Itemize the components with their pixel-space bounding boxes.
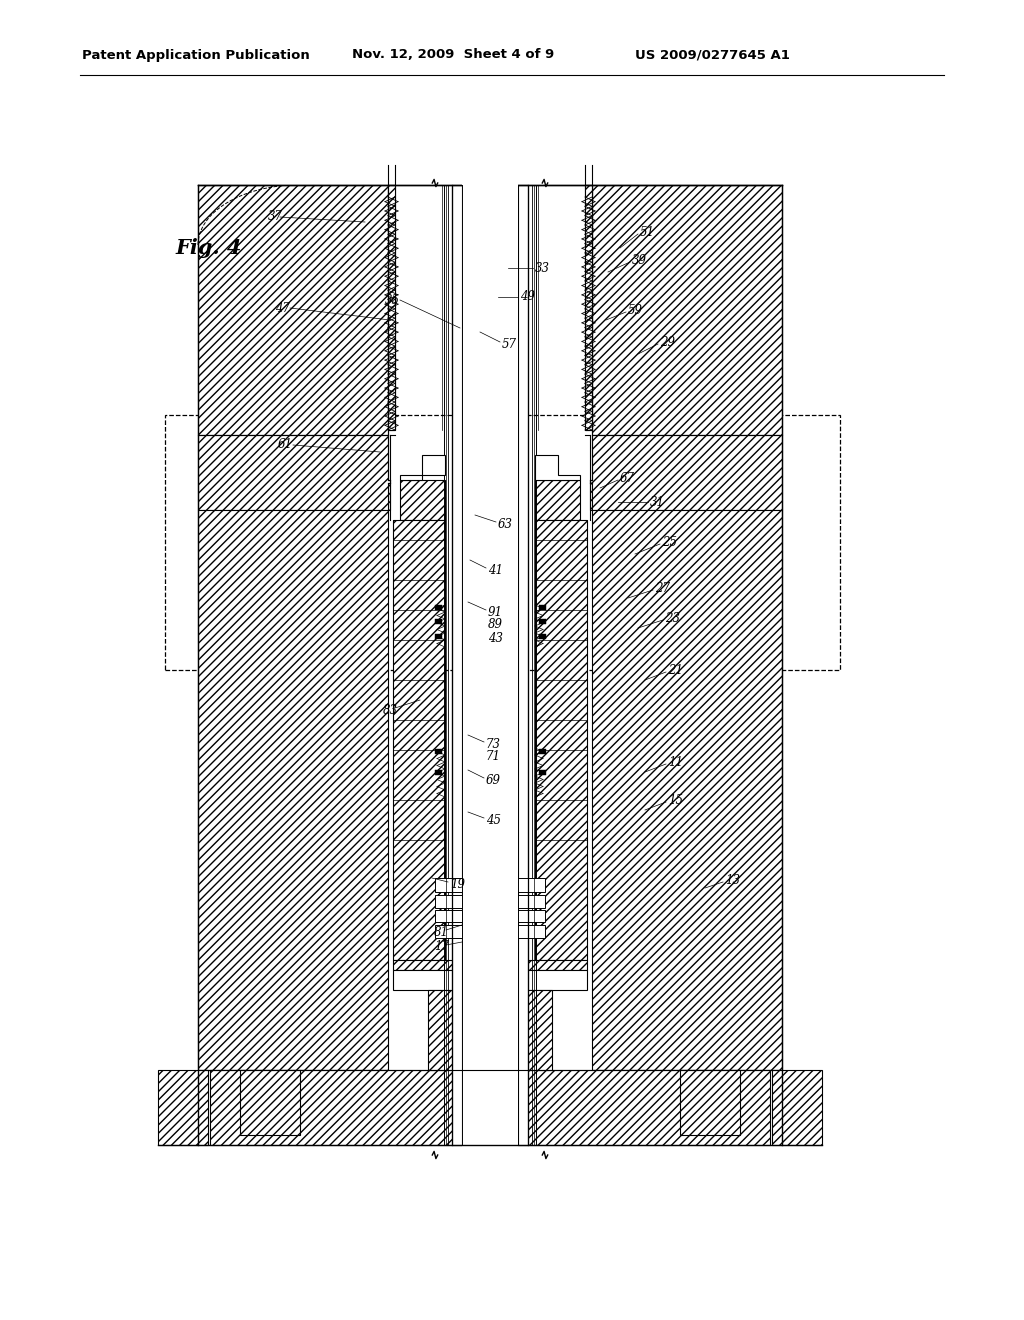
Bar	[539, 634, 546, 639]
Polygon shape	[198, 436, 390, 510]
Text: 45: 45	[486, 813, 501, 826]
Text: Patent Application Publication: Patent Application Publication	[82, 49, 309, 62]
Text: 71: 71	[486, 751, 501, 763]
Text: 25: 25	[662, 536, 677, 549]
Text: 11: 11	[668, 755, 683, 768]
Bar	[435, 605, 442, 610]
Text: Fig. 4: Fig. 4	[175, 238, 242, 257]
Polygon shape	[535, 455, 580, 480]
Text: 61: 61	[278, 438, 293, 451]
Polygon shape	[585, 185, 592, 430]
Text: 41: 41	[488, 564, 503, 577]
Polygon shape	[435, 878, 545, 892]
Bar	[435, 748, 442, 754]
Polygon shape	[393, 520, 445, 960]
Polygon shape	[772, 1071, 822, 1144]
Polygon shape	[592, 510, 782, 1071]
Polygon shape	[585, 185, 592, 430]
Polygon shape	[240, 1071, 300, 1135]
Polygon shape	[435, 895, 545, 908]
Polygon shape	[158, 1071, 208, 1144]
Polygon shape	[428, 990, 552, 1071]
Bar	[539, 770, 546, 775]
Text: 13: 13	[725, 874, 740, 887]
Text: 89: 89	[488, 619, 503, 631]
Text: 59: 59	[628, 304, 643, 317]
Bar	[435, 770, 442, 775]
Text: 21: 21	[668, 664, 683, 676]
Polygon shape	[535, 480, 580, 520]
Text: 39: 39	[632, 253, 647, 267]
Polygon shape	[400, 480, 445, 520]
Bar	[462, 183, 518, 1155]
Text: 49: 49	[520, 290, 535, 304]
Text: 57: 57	[502, 338, 517, 351]
Bar	[435, 634, 442, 639]
Bar	[435, 619, 442, 624]
Text: 23: 23	[665, 611, 680, 624]
Text: Nov. 12, 2009  Sheet 4 of 9: Nov. 12, 2009 Sheet 4 of 9	[352, 49, 554, 62]
Bar	[462, 183, 518, 1155]
Text: 33: 33	[535, 261, 550, 275]
Text: 37: 37	[268, 210, 283, 223]
Bar	[518, 185, 528, 1144]
Bar	[539, 605, 546, 610]
Text: 51: 51	[640, 226, 655, 239]
Text: 17: 17	[434, 940, 449, 953]
Bar	[165, 414, 840, 671]
Text: 43: 43	[488, 631, 503, 644]
Bar	[539, 748, 546, 754]
Text: 73: 73	[486, 738, 501, 751]
Text: 81: 81	[434, 925, 449, 939]
Polygon shape	[400, 455, 445, 480]
Polygon shape	[680, 1071, 740, 1135]
Text: 67: 67	[620, 471, 635, 484]
Text: 35: 35	[385, 293, 400, 306]
Text: 29: 29	[660, 335, 675, 348]
Bar	[539, 619, 546, 624]
Text: 63: 63	[498, 517, 513, 531]
Text: 15: 15	[668, 793, 683, 807]
Polygon shape	[198, 185, 388, 436]
Polygon shape	[393, 960, 587, 970]
Polygon shape	[210, 1071, 770, 1144]
Text: 83: 83	[383, 704, 398, 717]
Polygon shape	[388, 185, 395, 430]
Text: 31: 31	[650, 495, 665, 508]
Text: 47: 47	[275, 301, 290, 314]
Text: US 2009/0277645 A1: US 2009/0277645 A1	[635, 49, 790, 62]
Polygon shape	[435, 909, 545, 921]
Text: 69: 69	[486, 774, 501, 787]
Text: 27: 27	[655, 582, 670, 594]
Polygon shape	[198, 510, 388, 1071]
Polygon shape	[435, 925, 545, 939]
Polygon shape	[590, 436, 782, 510]
Bar	[452, 185, 462, 1144]
Text: 19: 19	[450, 878, 465, 891]
Polygon shape	[535, 520, 587, 960]
Text: 91: 91	[488, 606, 503, 619]
Polygon shape	[393, 970, 587, 990]
Polygon shape	[388, 185, 395, 430]
Polygon shape	[592, 185, 782, 436]
